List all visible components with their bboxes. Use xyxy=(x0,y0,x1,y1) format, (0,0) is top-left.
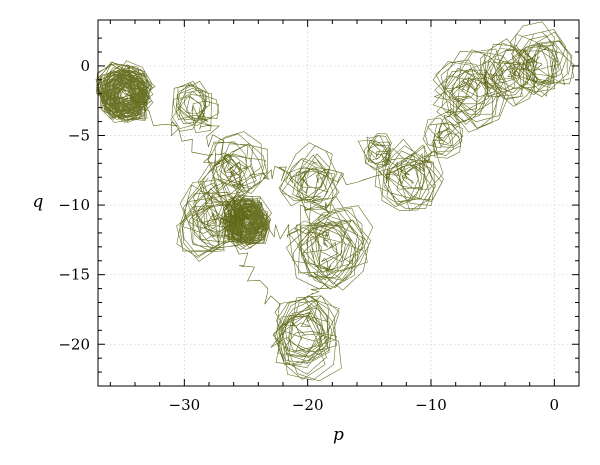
trajectory-link xyxy=(191,104,242,174)
trajectory-link xyxy=(497,53,543,77)
y-tick-label: −20 xyxy=(58,335,90,353)
y-tick-label: −10 xyxy=(58,196,90,214)
trajectory-cluster xyxy=(170,80,220,134)
trajectory-cluster xyxy=(270,295,342,382)
y-tick-label: 0 xyxy=(80,57,90,75)
trajectory-cluster xyxy=(285,196,374,291)
trajectory-link xyxy=(205,213,306,336)
y-tick-label: −15 xyxy=(58,266,90,284)
trajectory-cluster xyxy=(374,138,444,212)
trajectory-cluster xyxy=(278,142,340,213)
trajectory-link xyxy=(308,168,405,186)
trajectory-cluster xyxy=(221,194,272,250)
x-tick-label: −20 xyxy=(292,396,324,414)
x-axis-label: p xyxy=(333,425,344,445)
trajectory-link xyxy=(370,141,415,184)
trajectory-cluster xyxy=(422,111,464,159)
trajectory-series xyxy=(95,21,575,382)
trajectory-cluster xyxy=(357,133,392,171)
trajectory-link xyxy=(231,162,311,185)
x-tick-label: 0 xyxy=(550,396,560,414)
trajectory-cluster xyxy=(176,177,249,262)
trajectory-link xyxy=(241,215,329,248)
x-tick-label: −10 xyxy=(415,396,447,414)
trajectory-link xyxy=(125,92,238,175)
trajectory-link xyxy=(401,132,451,185)
trajectory-cluster xyxy=(432,48,510,133)
ticks: −30 −20 −10 0 0 −5 −10 −15 −20 xyxy=(58,20,580,414)
y-axis-label: q xyxy=(33,192,44,212)
x-tick-label: −30 xyxy=(169,396,201,414)
trajectory-link xyxy=(295,241,338,341)
y-tick-label: −5 xyxy=(68,127,90,145)
trajectory-link xyxy=(462,65,513,92)
trajectory-link xyxy=(437,82,471,139)
trajectory-link xyxy=(228,166,252,230)
trajectory-cluster xyxy=(95,60,156,123)
trajectory-cluster xyxy=(479,38,539,107)
trajectory-cluster xyxy=(503,21,575,98)
trajectory-link xyxy=(301,171,330,242)
trajectory-cluster xyxy=(197,131,269,206)
grid xyxy=(98,20,579,386)
trajectory-link xyxy=(202,212,252,228)
plot-frame xyxy=(97,19,580,387)
